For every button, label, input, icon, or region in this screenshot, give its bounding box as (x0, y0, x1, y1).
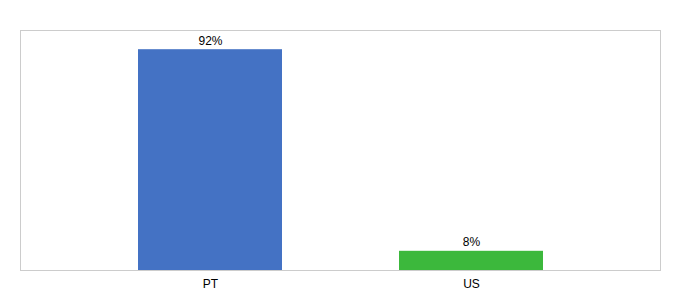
svg-text:8%: 8% (463, 235, 481, 249)
svg-text:PT: PT (203, 277, 219, 291)
svg-text:92%: 92% (198, 34, 222, 48)
svg-text:US: US (463, 277, 480, 291)
